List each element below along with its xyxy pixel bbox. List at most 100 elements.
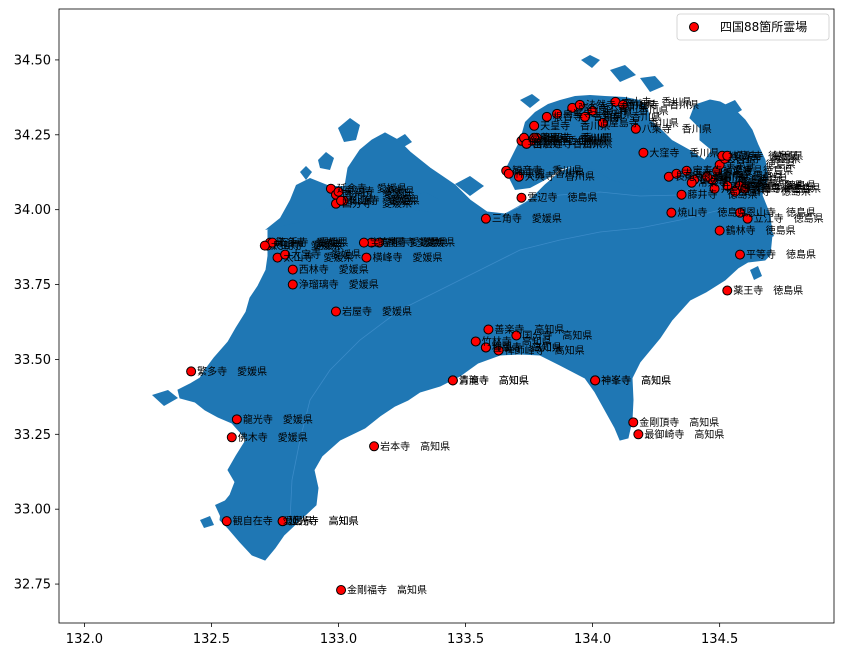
temple-label: 熊谷寺 徳島県 (746, 179, 816, 192)
temple-label: 根香寺 香川県 (553, 110, 623, 123)
temple-marker (277, 516, 288, 527)
island (338, 118, 360, 142)
temple-label: 横峰寺 愛媛県 (372, 251, 442, 264)
temple-marker (709, 183, 720, 194)
temple-label: 大興寺 香川県 (525, 170, 595, 183)
kagawa-coast (505, 95, 705, 196)
temple-marker (681, 165, 692, 176)
temple-label: 大日寺 徳島県 (751, 182, 821, 195)
temple-label: 延光寺 高知県 (289, 515, 359, 528)
temple-marker (447, 375, 458, 386)
x-tick-label: 134.0 (574, 632, 611, 647)
temple-label: 井戸寺 徳島県 (721, 182, 791, 195)
temple-label: 善楽寺 高知県 (494, 323, 564, 336)
temple-marker (628, 417, 639, 428)
temple-marker (541, 111, 552, 122)
temple-marker (287, 264, 298, 275)
temple-marker (630, 123, 641, 134)
temple-label: 栄福寺 愛媛県 (345, 185, 415, 198)
temple-marker (358, 237, 369, 248)
temple-marker (734, 207, 745, 218)
temple-label: 焼山寺 徳島県 (677, 206, 747, 219)
y-tick-label: 33.00 (14, 503, 51, 518)
temple-label: 国分寺 高知県 (522, 329, 592, 342)
x-tick-label: 133.0 (320, 632, 357, 647)
temple-label: 国分寺 徳島県 (700, 173, 770, 186)
island (455, 176, 484, 196)
temple-label: 金泉寺 徳島県 (726, 158, 796, 171)
temple-marker (493, 345, 504, 356)
temple-label: 屋島寺 香川県 (609, 116, 679, 129)
island (724, 100, 742, 116)
temple-marker (590, 375, 601, 386)
temple-label: 出釈迦寺 香川県 (533, 137, 613, 150)
temple-marker (734, 249, 745, 260)
island (300, 166, 312, 180)
temple-label: 竹林寺 香川県 (629, 98, 699, 111)
temple-marker (618, 99, 629, 110)
temple-marker (722, 180, 733, 191)
island (640, 76, 664, 92)
axes-frame (58, 8, 835, 624)
legend: 四国88箇所霊場 (676, 13, 830, 41)
temple-label: 切幡寺 徳島県 (733, 179, 803, 192)
temple-label: 繁多寺 愛媛県 (197, 365, 267, 378)
island (395, 134, 412, 148)
temple-label: 法輪寺 徳島県 (741, 185, 811, 198)
temple-label: 太山寺 愛媛県 (284, 251, 354, 264)
temple-label: 薬王寺 徳島県 (733, 284, 803, 297)
x-tick-label: 132.5 (193, 632, 230, 647)
y-tick-label: 33.25 (14, 428, 51, 443)
island (318, 152, 334, 170)
temple-label: 法然寺 香川県 (586, 98, 656, 111)
temple-label: 道隆寺 香川県 (538, 134, 608, 147)
temple-marker (666, 207, 677, 218)
island (750, 266, 762, 280)
temple-label: 延命寺 愛媛県 (337, 182, 407, 195)
temple-label: 大宝寺 愛媛県 (291, 248, 361, 261)
temple-label: 極楽寺 徳島県 (723, 164, 793, 177)
temple-marker (729, 186, 740, 197)
temple-label: 繁多寺 愛媛県 (276, 236, 346, 249)
y-tick-label: 33.75 (14, 278, 51, 293)
island (215, 500, 232, 516)
temple-label: 八栗寺 香川県 (642, 123, 712, 135)
temple-marker (714, 225, 725, 236)
temple-label: 雲辺寺 徳島県 (527, 191, 597, 204)
temple-marker (511, 330, 522, 341)
temple-label: 岩屋寺 愛媛県 (342, 305, 412, 318)
temple-marker (336, 585, 347, 596)
temple-label: 宝寿寺 愛媛県 (693, 164, 763, 177)
temple-label: 長尾寺 香川県 (675, 171, 745, 183)
temple-label: 観自在寺 愛媛県 (233, 515, 313, 528)
temple-marker (671, 168, 682, 179)
y-tick-label: 34.50 (14, 53, 51, 68)
temple-marker (480, 342, 491, 353)
temple-marker (722, 150, 733, 161)
temple-marker (686, 177, 697, 188)
temple-marker (259, 240, 270, 251)
y-tick-label: 34.25 (14, 128, 51, 143)
temple-label: 三角寺 愛媛県 (492, 212, 562, 225)
temple-label: 香園寺 愛媛県 (385, 236, 455, 249)
temple-label: 太山寺 愛媛県 (271, 239, 341, 252)
temple-label: 種間寺 高知県 (492, 341, 562, 354)
temple-label: 清滝寺 高知県 (459, 374, 529, 387)
y-tick-label: 34.00 (14, 203, 51, 218)
temple-label: 曼荼羅寺 香川県 (530, 132, 610, 144)
x-tick-label: 132.0 (66, 632, 103, 647)
temple-marker (333, 186, 344, 197)
temple-label: 観音寺 徳島県 (713, 170, 783, 183)
temple-label: 円明寺 愛媛県 (273, 239, 343, 252)
temple-label: 常楽寺 徳島県 (698, 176, 768, 189)
temple-marker (633, 429, 644, 440)
island (762, 226, 774, 240)
temple-label: 龍光寺 愛媛県 (243, 413, 313, 426)
island (152, 390, 178, 406)
temple-marker (529, 120, 540, 131)
temple-label: 善通寺 香川県 (533, 137, 603, 150)
temple-marker (330, 306, 341, 317)
temple-marker (722, 285, 733, 296)
temple-marker (552, 108, 563, 119)
